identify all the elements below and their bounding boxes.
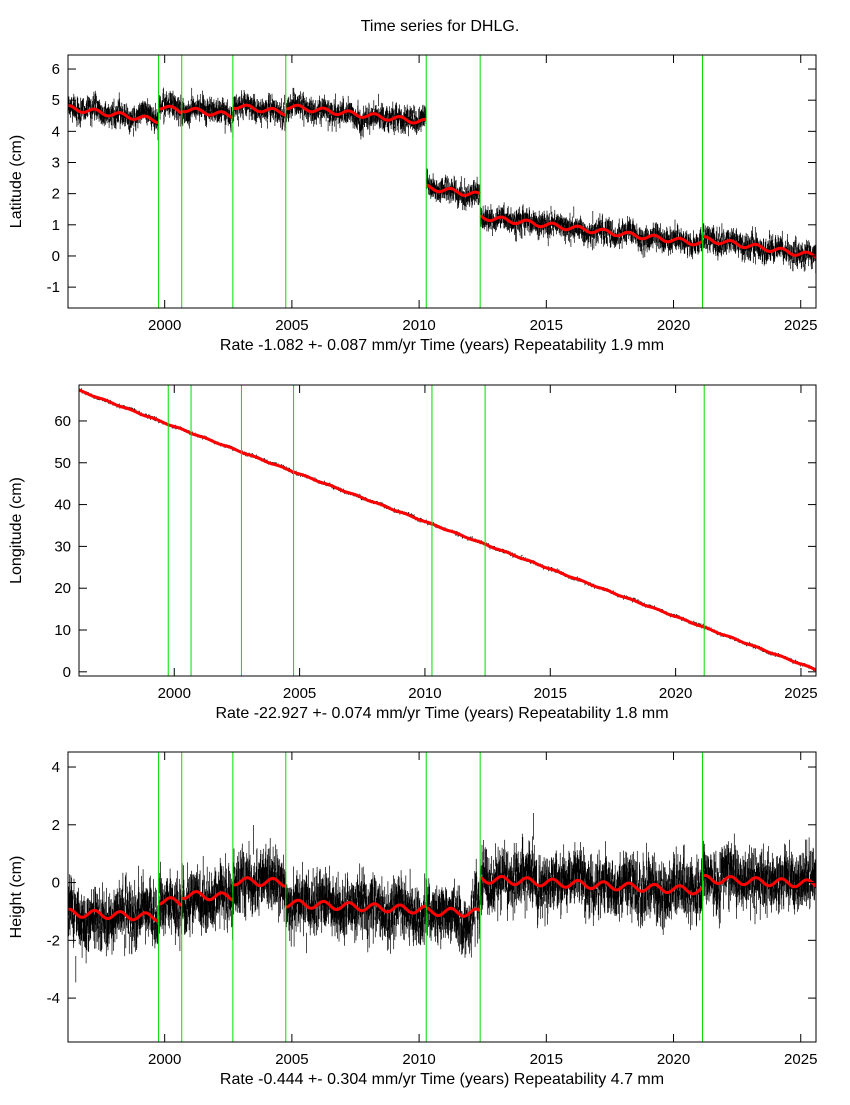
x-tick-label: 2000 — [148, 317, 181, 334]
x-tick-label: 2010 — [402, 317, 435, 334]
y-tick-label: 4 — [52, 123, 60, 140]
figure-title: Time series for DHLG. — [361, 18, 520, 35]
y-tick-label: 3 — [52, 154, 60, 171]
y-tick-label: 1 — [52, 217, 60, 234]
x-tick-label: 2005 — [275, 317, 308, 334]
x-tick-label: 2015 — [530, 317, 563, 334]
latitude-panel: 2000 2005 2010 2015 2020 2025 -1 0 1 2 3 4 5 6 Latitud… — [8, 55, 817, 354]
x-tick-label: 2020 — [657, 317, 690, 334]
data-points — [68, 88, 816, 274]
x-tick-label: 2025 — [784, 317, 817, 334]
y-tick-label: -1 — [47, 279, 60, 296]
x-axis-label: Rate -1.082 +- 0.087 mm/yr Time (years) … — [220, 337, 664, 354]
y-tick-label: 2 — [52, 186, 60, 203]
y-tick-label: 6 — [52, 61, 60, 78]
y-tick-label: 0 — [52, 248, 60, 265]
y-tick-label: 5 — [52, 92, 60, 109]
y-axis-label: Latitude (cm) — [8, 135, 25, 228]
